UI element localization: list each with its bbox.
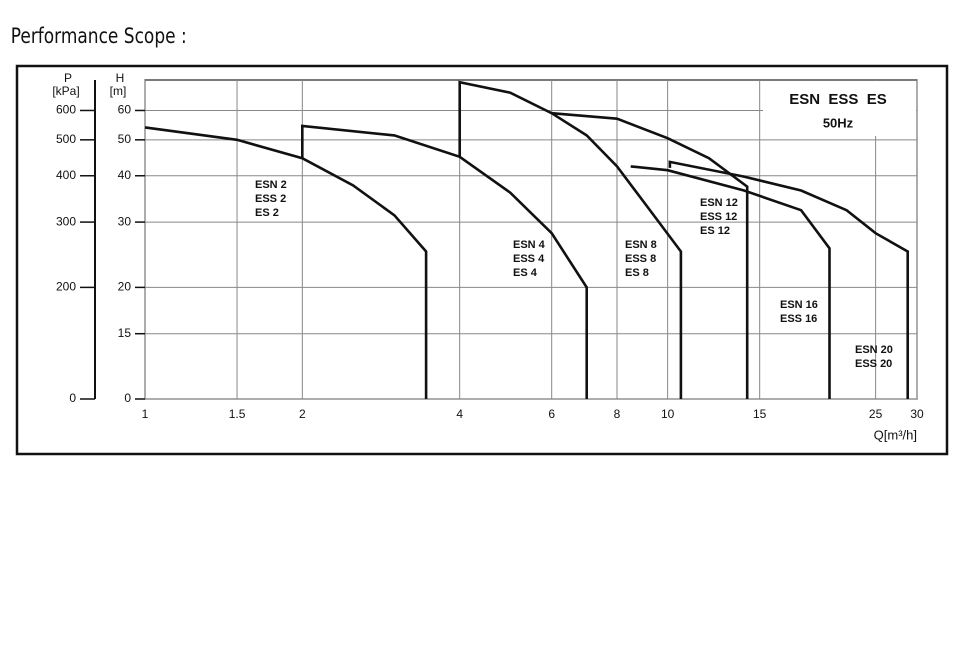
y-tick-label: 20 (118, 280, 132, 294)
x-tick-label: 25 (869, 407, 883, 421)
curve-label: ES 4 (513, 267, 538, 279)
y2-unit: [kPa] (52, 84, 79, 98)
curve-label: ESN 8 (625, 239, 657, 251)
curve-label: ESS 4 (513, 253, 545, 265)
curve-label: ESN 4 (513, 239, 546, 251)
pump-curve (144, 126, 428, 399)
x-tick-label: 6 (548, 407, 555, 421)
x-tick-label: 1 (142, 407, 149, 421)
pump-curve (551, 111, 749, 399)
x-label: Q[m³/h] (874, 427, 917, 442)
y2-tick-label: 500 (56, 132, 76, 146)
curve-label: ESN 2 (255, 179, 287, 191)
chart-title: Performance Scope : (11, 23, 187, 48)
y2-label: P (64, 71, 72, 85)
curve-label: ESS 12 (700, 211, 737, 223)
curve-label: ESS 16 (780, 313, 817, 325)
curve-label: ES 2 (255, 207, 279, 219)
y-tick-label: 40 (118, 168, 132, 182)
y-unit: [m] (110, 84, 127, 98)
y-tick-label: 50 (118, 132, 132, 146)
pump-curve (301, 124, 588, 399)
y-tick-label: 30 (118, 214, 132, 228)
y2-tick-label: 0 (69, 391, 76, 405)
x-tick-label: 10 (661, 407, 675, 421)
y2-tick-label: 600 (56, 103, 76, 117)
y2-tick-label: 300 (56, 214, 76, 228)
x-tick-label: 15 (753, 407, 767, 421)
y-tick-label: 15 (118, 326, 132, 340)
chart-frame (15, 64, 949, 456)
y-tick-label: 0 (124, 391, 131, 405)
curve-label: ESS 2 (255, 193, 286, 205)
curve-label: ESS 20 (855, 358, 892, 370)
box-title: ESN ESS ES (789, 91, 887, 108)
curve-label: ES 12 (700, 225, 730, 237)
x-tick-label: 8 (614, 407, 621, 421)
pump-curve (630, 165, 831, 399)
pump-curve (458, 80, 683, 399)
curve-label: ES 8 (625, 267, 649, 279)
y2-tick-label: 200 (56, 280, 76, 294)
curve-label: ESN 12 (700, 197, 738, 209)
info-box (763, 81, 916, 136)
y-label: H (116, 71, 125, 85)
x-tick-label: 1.5 (229, 407, 246, 421)
x-tick-label: 2 (299, 407, 306, 421)
box-subtitle: 50Hz (823, 115, 854, 130)
curve-label: ESS 8 (625, 253, 656, 265)
x-tick-label: 30 (910, 407, 924, 421)
x-tick-label: 4 (456, 407, 463, 421)
curve-label: ESN 16 (780, 299, 818, 311)
curve-label: ESN 20 (855, 344, 893, 356)
y2-tick-label: 400 (56, 168, 76, 182)
y-tick-label: 60 (118, 103, 132, 117)
pump-curve (668, 160, 909, 399)
